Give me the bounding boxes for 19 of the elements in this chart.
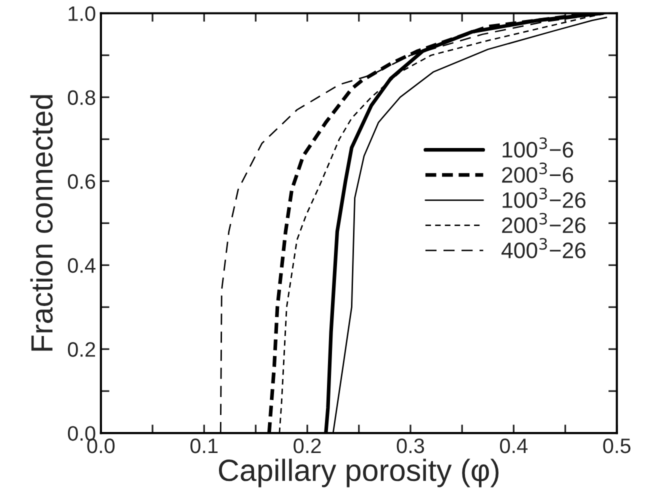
y-axis-title: Fraction connected [30, 95, 53, 351]
y-tick-label: 0.6 [68, 174, 96, 189]
x-tick-label: 0.5 [603, 438, 630, 454]
y-tick-label: 1.0 [68, 6, 96, 22]
legend-label: 100$^{3}$−6 [502, 137, 574, 158]
x-tick-label: 0.3 [396, 438, 424, 454]
x-tick-label: 0.1 [190, 438, 218, 454]
x-tick-label: 0.2 [294, 438, 321, 454]
y-tick-label: 0.0 [68, 426, 96, 441]
x-axis-title: Capillary porosity (φ) [218, 458, 498, 488]
x-tick-label: 0.4 [500, 438, 528, 454]
legend-label: 100$^{3}$−26 [502, 188, 586, 208]
y-tick-label: 0.8 [68, 90, 96, 105]
x-tick-label: 0.0 [87, 438, 115, 454]
y-tick-label: 0.4 [68, 258, 96, 273]
legend-label: 400$^{3}$−26 [501, 238, 586, 258]
legend-label: 200$^{3}$−6 [502, 162, 574, 183]
y-tick-label: 0.2 [68, 342, 96, 357]
legend-label: 200$^{3}$−26 [502, 212, 586, 234]
